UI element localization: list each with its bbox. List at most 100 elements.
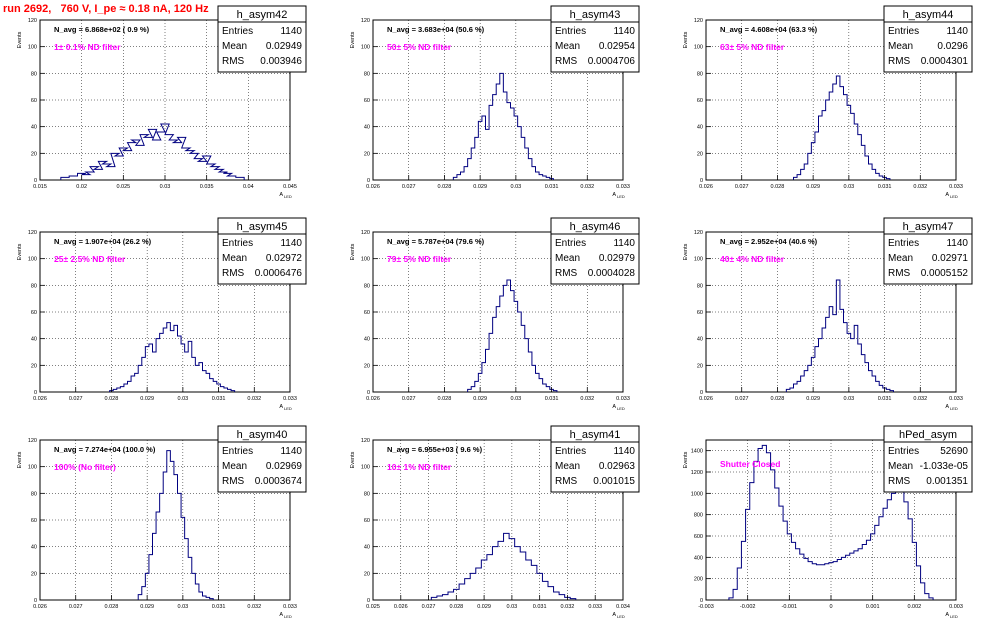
- x-tick-label: 0.032: [580, 396, 594, 402]
- y-axis-label: Events: [683, 243, 689, 260]
- x-tick-label: 0.028: [771, 184, 785, 190]
- x-tick-label: 0.03: [177, 604, 188, 610]
- page-title: run 2692, 760 V, I_pe ≈ 0.18 nA, 120 Hz: [3, 3, 209, 15]
- stats-box: [217, 5, 307, 73]
- histogram-name: h_asym43: [570, 9, 621, 21]
- histogram-line: [452, 72, 554, 180]
- x-tick-label: 0.03: [510, 184, 521, 190]
- y-tick-label: 0: [700, 598, 703, 604]
- y-tick-label: 100: [361, 257, 370, 263]
- x-tick-label: 0.045: [283, 184, 297, 190]
- x-tick-label: 0.026: [33, 396, 47, 402]
- filter-annotation: 63± 5% ND filter: [720, 42, 785, 52]
- y-tick-label: 80: [31, 283, 37, 289]
- x-tick-label: 0.031: [533, 604, 547, 610]
- x-tick-label: 0.032: [247, 396, 261, 402]
- y-tick-label: 1200: [691, 470, 703, 476]
- stat-value: 0.02971: [932, 253, 969, 264]
- histogram-panel-h_asym43: 0.026 0.027 0.028 0.029 0.03 0.031 0.032 0.033 0…: [350, 5, 640, 199]
- stat-label: Mean: [555, 253, 580, 264]
- y-tick-label: 20: [697, 363, 703, 369]
- y-tick-label: 120: [694, 230, 703, 236]
- x-tick-label: 0.028: [771, 396, 785, 402]
- stat-value: 0.0005152: [921, 268, 969, 279]
- x-tick-label: 0.032: [580, 184, 594, 190]
- x-tick-label: 0.029: [806, 396, 820, 402]
- x-tick-label: 0.032: [247, 604, 261, 610]
- stat-label: RMS: [888, 56, 911, 67]
- x-tick-label: 0.029: [473, 396, 487, 402]
- stat-value: 0.0004028: [588, 268, 636, 279]
- stat-label: RMS: [555, 476, 578, 487]
- y-tick-label: 60: [697, 310, 703, 316]
- y-tick-label: 120: [28, 438, 37, 444]
- histogram-panel-h_asym47: 0.026 0.027 0.028 0.029 0.03 0.031 0.032 0.033 0…: [683, 217, 973, 411]
- stat-label: Entries: [222, 26, 253, 37]
- y-tick-label: 60: [697, 98, 703, 104]
- y-tick-label: 0: [367, 178, 370, 184]
- filter-annotation: 10± 1% ND filter: [387, 462, 452, 472]
- y-tick-label: 40: [697, 337, 703, 343]
- y-tick-label: 40: [31, 337, 37, 343]
- y-tick-label: 120: [28, 18, 37, 24]
- filter-annotation: 79± 5% ND filter: [387, 254, 452, 264]
- x-tick-label: 0.025: [116, 184, 130, 190]
- x-tick-label: 0.033: [588, 604, 602, 610]
- y-tick-label: 40: [31, 125, 37, 131]
- x-tick-label: 0.002: [907, 604, 921, 610]
- y-axis-label: Events: [17, 31, 23, 48]
- navg-label: N_avg = 4.608e+04 (63.3 %): [720, 25, 818, 34]
- y-axis-label: Events: [683, 451, 689, 468]
- y-tick-label: 40: [364, 125, 370, 131]
- stat-value: 0.02963: [599, 461, 636, 472]
- x-tick-label: 0.028: [438, 184, 452, 190]
- x-tick-label: 0.032: [561, 604, 575, 610]
- x-tick-label: 0: [829, 604, 832, 610]
- filter-annotation: 100% (No filter): [54, 462, 116, 472]
- x-tick-label: 0.03: [843, 184, 854, 190]
- stat-value: 0.02979: [599, 253, 636, 264]
- y-tick-label: 60: [364, 310, 370, 316]
- x-tick-label: 0.031: [878, 396, 892, 402]
- x-tick-label: 0.029: [140, 396, 154, 402]
- y-tick-label: 60: [364, 98, 370, 104]
- y-tick-label: 20: [364, 151, 370, 157]
- histogram-line: [430, 532, 577, 600]
- x-axis-label: A: [279, 404, 283, 410]
- x-axis-label-sub: LED: [284, 614, 292, 619]
- stat-label: Mean: [888, 41, 913, 52]
- stat-value: 0.02972: [266, 253, 303, 264]
- histogram-name: h_asym40: [237, 429, 288, 441]
- y-tick-label: 80: [31, 71, 37, 77]
- filter-annotation: 50± 5% ND filter: [387, 42, 452, 52]
- y-tick-label: 80: [697, 71, 703, 77]
- stat-value: 0.02969: [266, 461, 303, 472]
- stats-box: [217, 425, 307, 493]
- y-tick-label: 100: [694, 45, 703, 51]
- stat-label: Entries: [555, 238, 586, 249]
- stats-box: [550, 217, 640, 285]
- x-tick-label: 0.027: [735, 396, 749, 402]
- y-tick-label: 40: [31, 545, 37, 551]
- x-tick-label: 0.027: [69, 604, 83, 610]
- y-tick-label: 60: [31, 518, 37, 524]
- x-axis-label: A: [279, 612, 283, 618]
- histogram-panel-h_asym40: 0.026 0.027 0.028 0.029 0.03 0.031 0.032 0.033 0…: [17, 425, 307, 619]
- x-tick-label: 0.033: [616, 184, 630, 190]
- stat-value: 0.001351: [926, 476, 968, 487]
- stat-value: 0.0003674: [255, 476, 303, 487]
- x-tick-label: 0.026: [394, 604, 408, 610]
- x-tick-label: 0.029: [473, 184, 487, 190]
- y-tick-label: 120: [361, 230, 370, 236]
- stat-label: RMS: [222, 56, 245, 67]
- histogram-panel-h_asym46: 0.026 0.027 0.028 0.029 0.03 0.031 0.032 0.033 0…: [350, 217, 640, 411]
- stat-label: Entries: [555, 26, 586, 37]
- x-axis-label-sub: LED: [617, 406, 625, 411]
- stats-box: [883, 5, 973, 73]
- stat-value: 0.0004301: [921, 56, 969, 67]
- stat-label: RMS: [555, 56, 578, 67]
- stat-value: 0.02954: [599, 41, 636, 52]
- stat-label: RMS: [555, 268, 578, 279]
- x-tick-label: 0.032: [913, 396, 927, 402]
